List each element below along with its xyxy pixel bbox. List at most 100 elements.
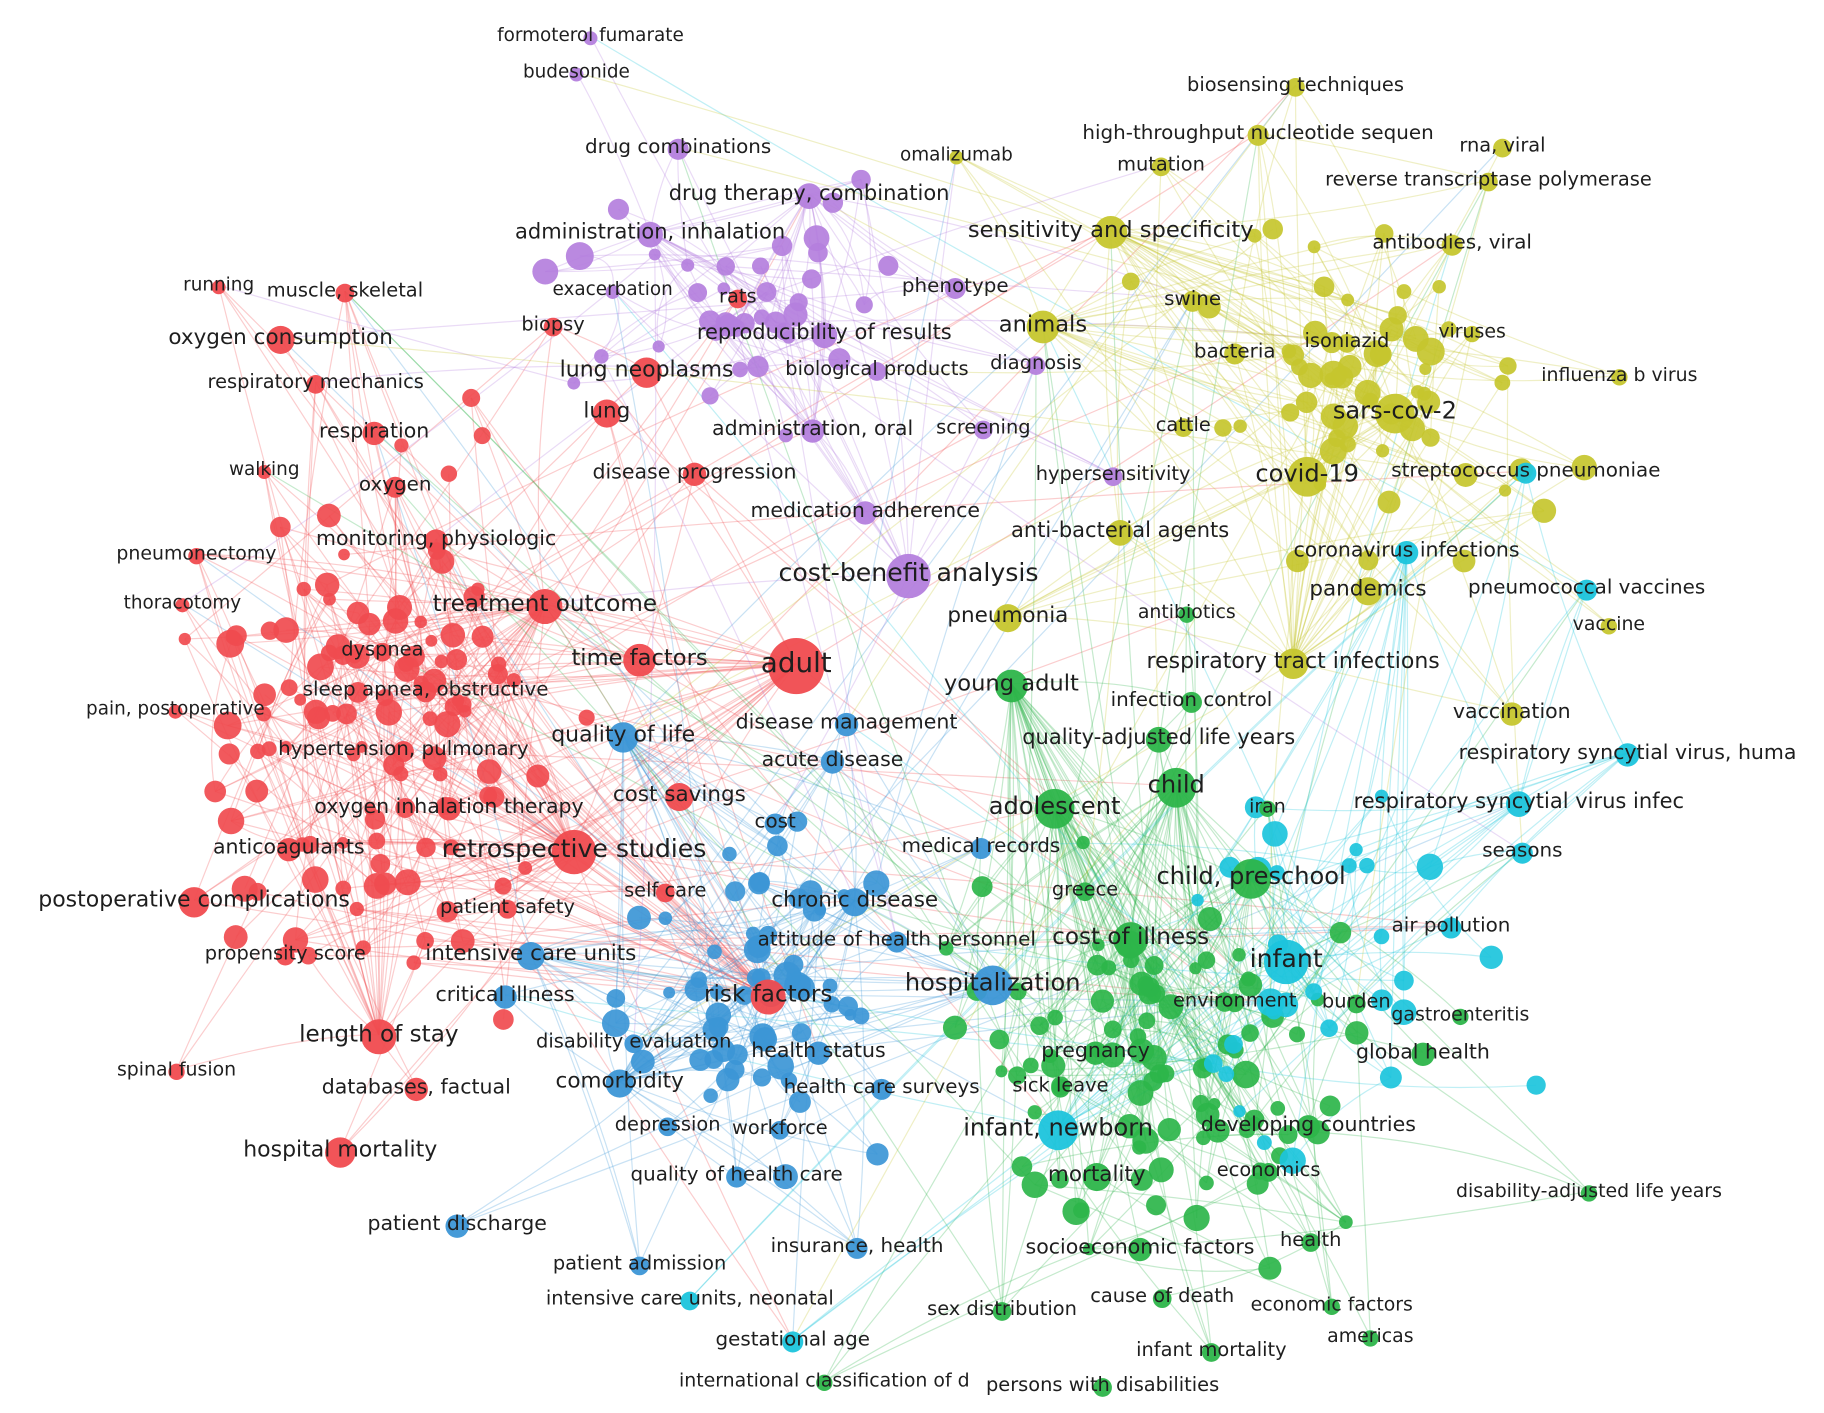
node-bubble	[1148, 1157, 1174, 1183]
node-bubble	[422, 746, 447, 771]
node-label: pain, postoperative	[86, 699, 265, 720]
node-label: respiratory mechanics	[208, 370, 424, 393]
edge	[502, 604, 546, 1020]
edge	[1110, 230, 1184, 426]
node-bubble	[1411, 1042, 1435, 1067]
edge	[504, 909, 815, 996]
node-bubble	[828, 348, 851, 371]
edge	[1082, 842, 1251, 986]
node-bubble	[840, 888, 869, 917]
edge	[689, 470, 1527, 1300]
edge	[664, 722, 848, 919]
node-label: high-throughput nucleotide sequen	[1082, 121, 1433, 144]
edge	[1153, 164, 1162, 738]
node-bubble	[1047, 1009, 1063, 1026]
edge	[342, 538, 437, 889]
node-label: databases, factual	[322, 1074, 511, 1098]
edge	[1054, 806, 1590, 1192]
edge	[1052, 785, 1177, 1066]
edge	[1082, 841, 1249, 980]
node-bubble	[747, 355, 769, 378]
node-bubble	[493, 1009, 514, 1030]
node-label: biopsy	[521, 313, 584, 336]
edge	[1250, 876, 1461, 1016]
node-label: quality-adjusted life years	[1022, 725, 1295, 749]
edge	[1007, 683, 1032, 1066]
edge	[808, 193, 984, 429]
edge	[1110, 229, 1325, 288]
node-bubble	[703, 1088, 718, 1103]
node-bubble	[1026, 356, 1046, 375]
edge	[650, 178, 862, 234]
node-bubble	[1137, 975, 1154, 993]
edge	[823, 785, 1177, 1382]
edge	[1010, 683, 1204, 1139]
node-bubble	[1050, 1170, 1069, 1189]
edge	[1196, 876, 1252, 1219]
node-bubble	[1281, 343, 1297, 359]
node-bubble	[630, 1049, 655, 1074]
edge	[615, 735, 624, 1024]
edge	[757, 193, 810, 367]
node-label: screening	[936, 415, 1030, 438]
node-label: rats	[719, 284, 757, 307]
node-bubble	[855, 296, 873, 314]
edge	[956, 154, 1545, 512]
edge	[955, 155, 1044, 326]
node-label: child	[1148, 771, 1205, 799]
edge	[456, 659, 1131, 939]
edge	[664, 917, 764, 1037]
edge	[357, 596, 475, 693]
node-bubble	[1173, 418, 1193, 437]
edge	[1054, 806, 1236, 1002]
node-bubble	[1152, 1289, 1172, 1309]
edge	[1160, 164, 1430, 403]
edge	[1355, 331, 1473, 1003]
edge	[1042, 324, 1416, 345]
node-bubble	[1262, 821, 1288, 847]
node-bubble	[750, 979, 786, 1015]
edge	[945, 683, 1012, 949]
node-bubble	[682, 462, 707, 487]
edge	[450, 846, 769, 996]
edge	[227, 640, 432, 727]
edge	[954, 806, 1056, 1028]
edge	[1042, 324, 1413, 430]
bubbles	[168, 31, 1640, 1397]
node-bubble	[425, 634, 438, 647]
edge	[945, 806, 1056, 949]
edge	[689, 470, 1527, 1300]
node-bubble	[307, 653, 334, 681]
edge	[1254, 235, 1294, 662]
edge	[1042, 324, 1308, 476]
edge	[715, 332, 840, 361]
edge	[1349, 366, 1620, 382]
edge	[623, 734, 833, 761]
edge	[1042, 324, 1392, 1078]
edge	[1317, 1131, 1590, 1193]
node-bubble	[798, 880, 823, 904]
edge	[1450, 752, 1628, 927]
edge	[552, 324, 797, 665]
node-bubble	[1499, 357, 1517, 375]
edge	[1054, 806, 1143, 1052]
node-bubble	[871, 1078, 893, 1100]
node-bubble	[712, 1038, 736, 1062]
node-bubble	[1419, 363, 1432, 376]
edge	[288, 843, 575, 851]
node-bubble	[1402, 325, 1429, 352]
edge	[1088, 1248, 1270, 1272]
node-bubble	[1576, 579, 1598, 601]
node-bubble	[1332, 413, 1359, 439]
edge	[618, 208, 777, 323]
node-bubble	[1432, 279, 1446, 294]
edge	[1292, 246, 1315, 662]
node-bubble	[257, 465, 272, 480]
node-bubble	[1082, 1163, 1111, 1192]
edge	[1222, 427, 1294, 662]
edge	[809, 193, 1193, 300]
edge	[393, 604, 546, 766]
node-bubble	[681, 258, 695, 272]
edge	[1054, 806, 1248, 1131]
node-bubble	[601, 1009, 630, 1038]
